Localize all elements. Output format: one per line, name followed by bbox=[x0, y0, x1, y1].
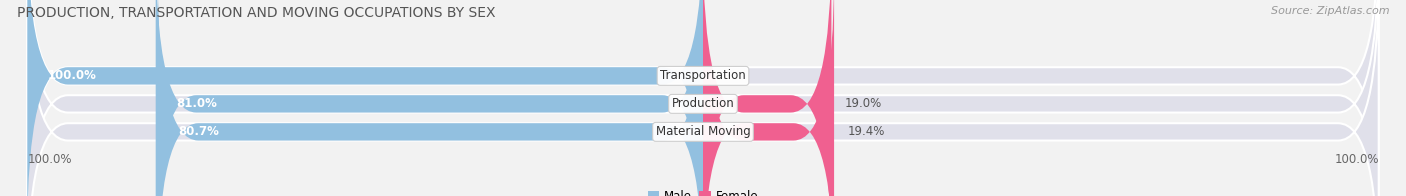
Text: 80.7%: 80.7% bbox=[179, 125, 219, 138]
Legend: Male, Female: Male, Female bbox=[643, 185, 763, 196]
Text: Production: Production bbox=[672, 97, 734, 110]
Text: 100.0%: 100.0% bbox=[27, 153, 72, 166]
Text: Source: ZipAtlas.com: Source: ZipAtlas.com bbox=[1271, 6, 1389, 16]
Text: 81.0%: 81.0% bbox=[176, 97, 217, 110]
Text: Transportation: Transportation bbox=[661, 69, 745, 82]
FancyBboxPatch shape bbox=[703, 0, 831, 196]
FancyBboxPatch shape bbox=[703, 0, 834, 196]
FancyBboxPatch shape bbox=[157, 0, 703, 196]
Text: 19.0%: 19.0% bbox=[845, 97, 882, 110]
Text: 19.4%: 19.4% bbox=[848, 125, 884, 138]
FancyBboxPatch shape bbox=[27, 0, 1379, 196]
Text: 100.0%: 100.0% bbox=[1334, 153, 1379, 166]
FancyBboxPatch shape bbox=[156, 0, 703, 196]
FancyBboxPatch shape bbox=[27, 0, 1379, 196]
Text: 100.0%: 100.0% bbox=[48, 69, 97, 82]
FancyBboxPatch shape bbox=[27, 0, 1379, 196]
FancyBboxPatch shape bbox=[27, 0, 703, 196]
Text: Material Moving: Material Moving bbox=[655, 125, 751, 138]
Text: PRODUCTION, TRANSPORTATION AND MOVING OCCUPATIONS BY SEX: PRODUCTION, TRANSPORTATION AND MOVING OC… bbox=[17, 6, 495, 20]
